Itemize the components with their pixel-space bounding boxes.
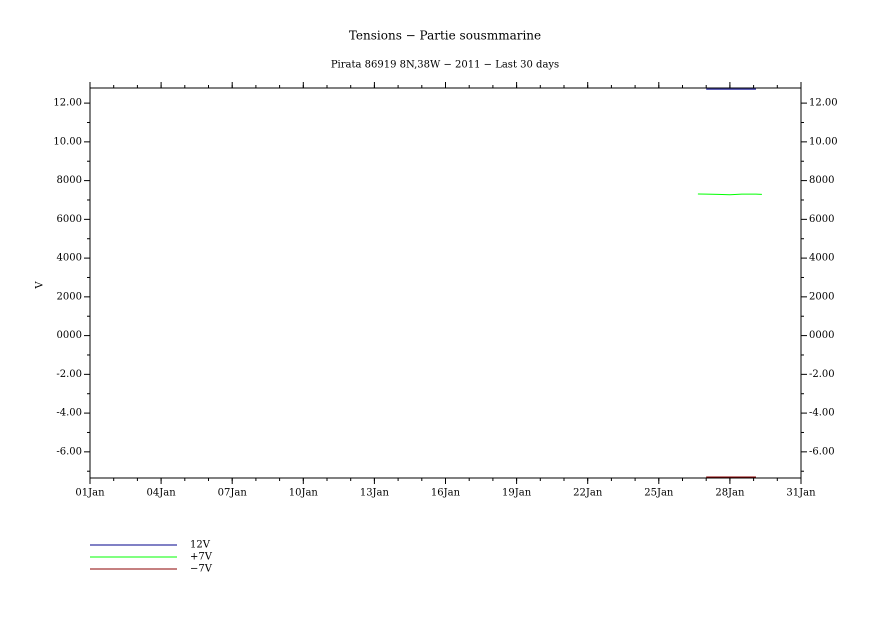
x-tick-label: 04Jan [147,488,177,499]
series-line [697,193,762,196]
y-tick-label: -4.00 [809,408,835,419]
y-tick-label: 10.00 [809,136,838,147]
y-tick-label: 8000 [809,175,834,186]
y-tick-label: 2000 [57,291,82,302]
x-tick-label: 10Jan [289,488,319,499]
chart-subtitle: Pirata 86919 8N,38W − 2011 − Last 30 day… [331,60,559,71]
x-tick-label: 19Jan [502,488,532,499]
legend-label: −7V [190,564,213,575]
y-tick-label: -2.00 [809,369,835,380]
x-tick-label: 01Jan [75,488,105,499]
x-tick-label: 07Jan [218,488,248,499]
x-tick-label: 31Jan [786,488,816,499]
plot-frame [89,87,802,479]
x-tick-label: 16Jan [431,488,461,499]
y-tick-label: 12.00 [53,98,82,109]
legend-label: +7V [190,552,213,563]
y-tick-label: 4000 [57,253,82,264]
y-tick-label: -6.00 [56,446,82,457]
x-tick-label: 22Jan [573,488,603,499]
y-tick-label: -2.00 [56,369,82,380]
y-tick-label: 12.00 [809,98,838,109]
chart-title: Tensions − Partie sousmmarine [349,29,541,43]
x-tick-label: 28Jan [715,488,745,499]
y-tick-label: 10.00 [53,136,82,147]
y-tick-label: 0000 [57,330,82,341]
y-tick-label: 2000 [809,291,834,302]
y-tick-label: 0000 [809,330,834,341]
x-tick-label: 25Jan [644,488,674,499]
y-axis-label: V [35,281,46,290]
y-tick-label: -4.00 [56,408,82,419]
y-tick-label: -6.00 [809,446,835,457]
y-tick-label: 4000 [809,253,834,264]
y-tick-label: 6000 [809,214,834,225]
y-tick-label: 6000 [57,214,82,225]
y-tick-label: 8000 [57,175,82,186]
x-tick-label: 13Jan [360,488,390,499]
legend-label: 12V [190,540,211,551]
